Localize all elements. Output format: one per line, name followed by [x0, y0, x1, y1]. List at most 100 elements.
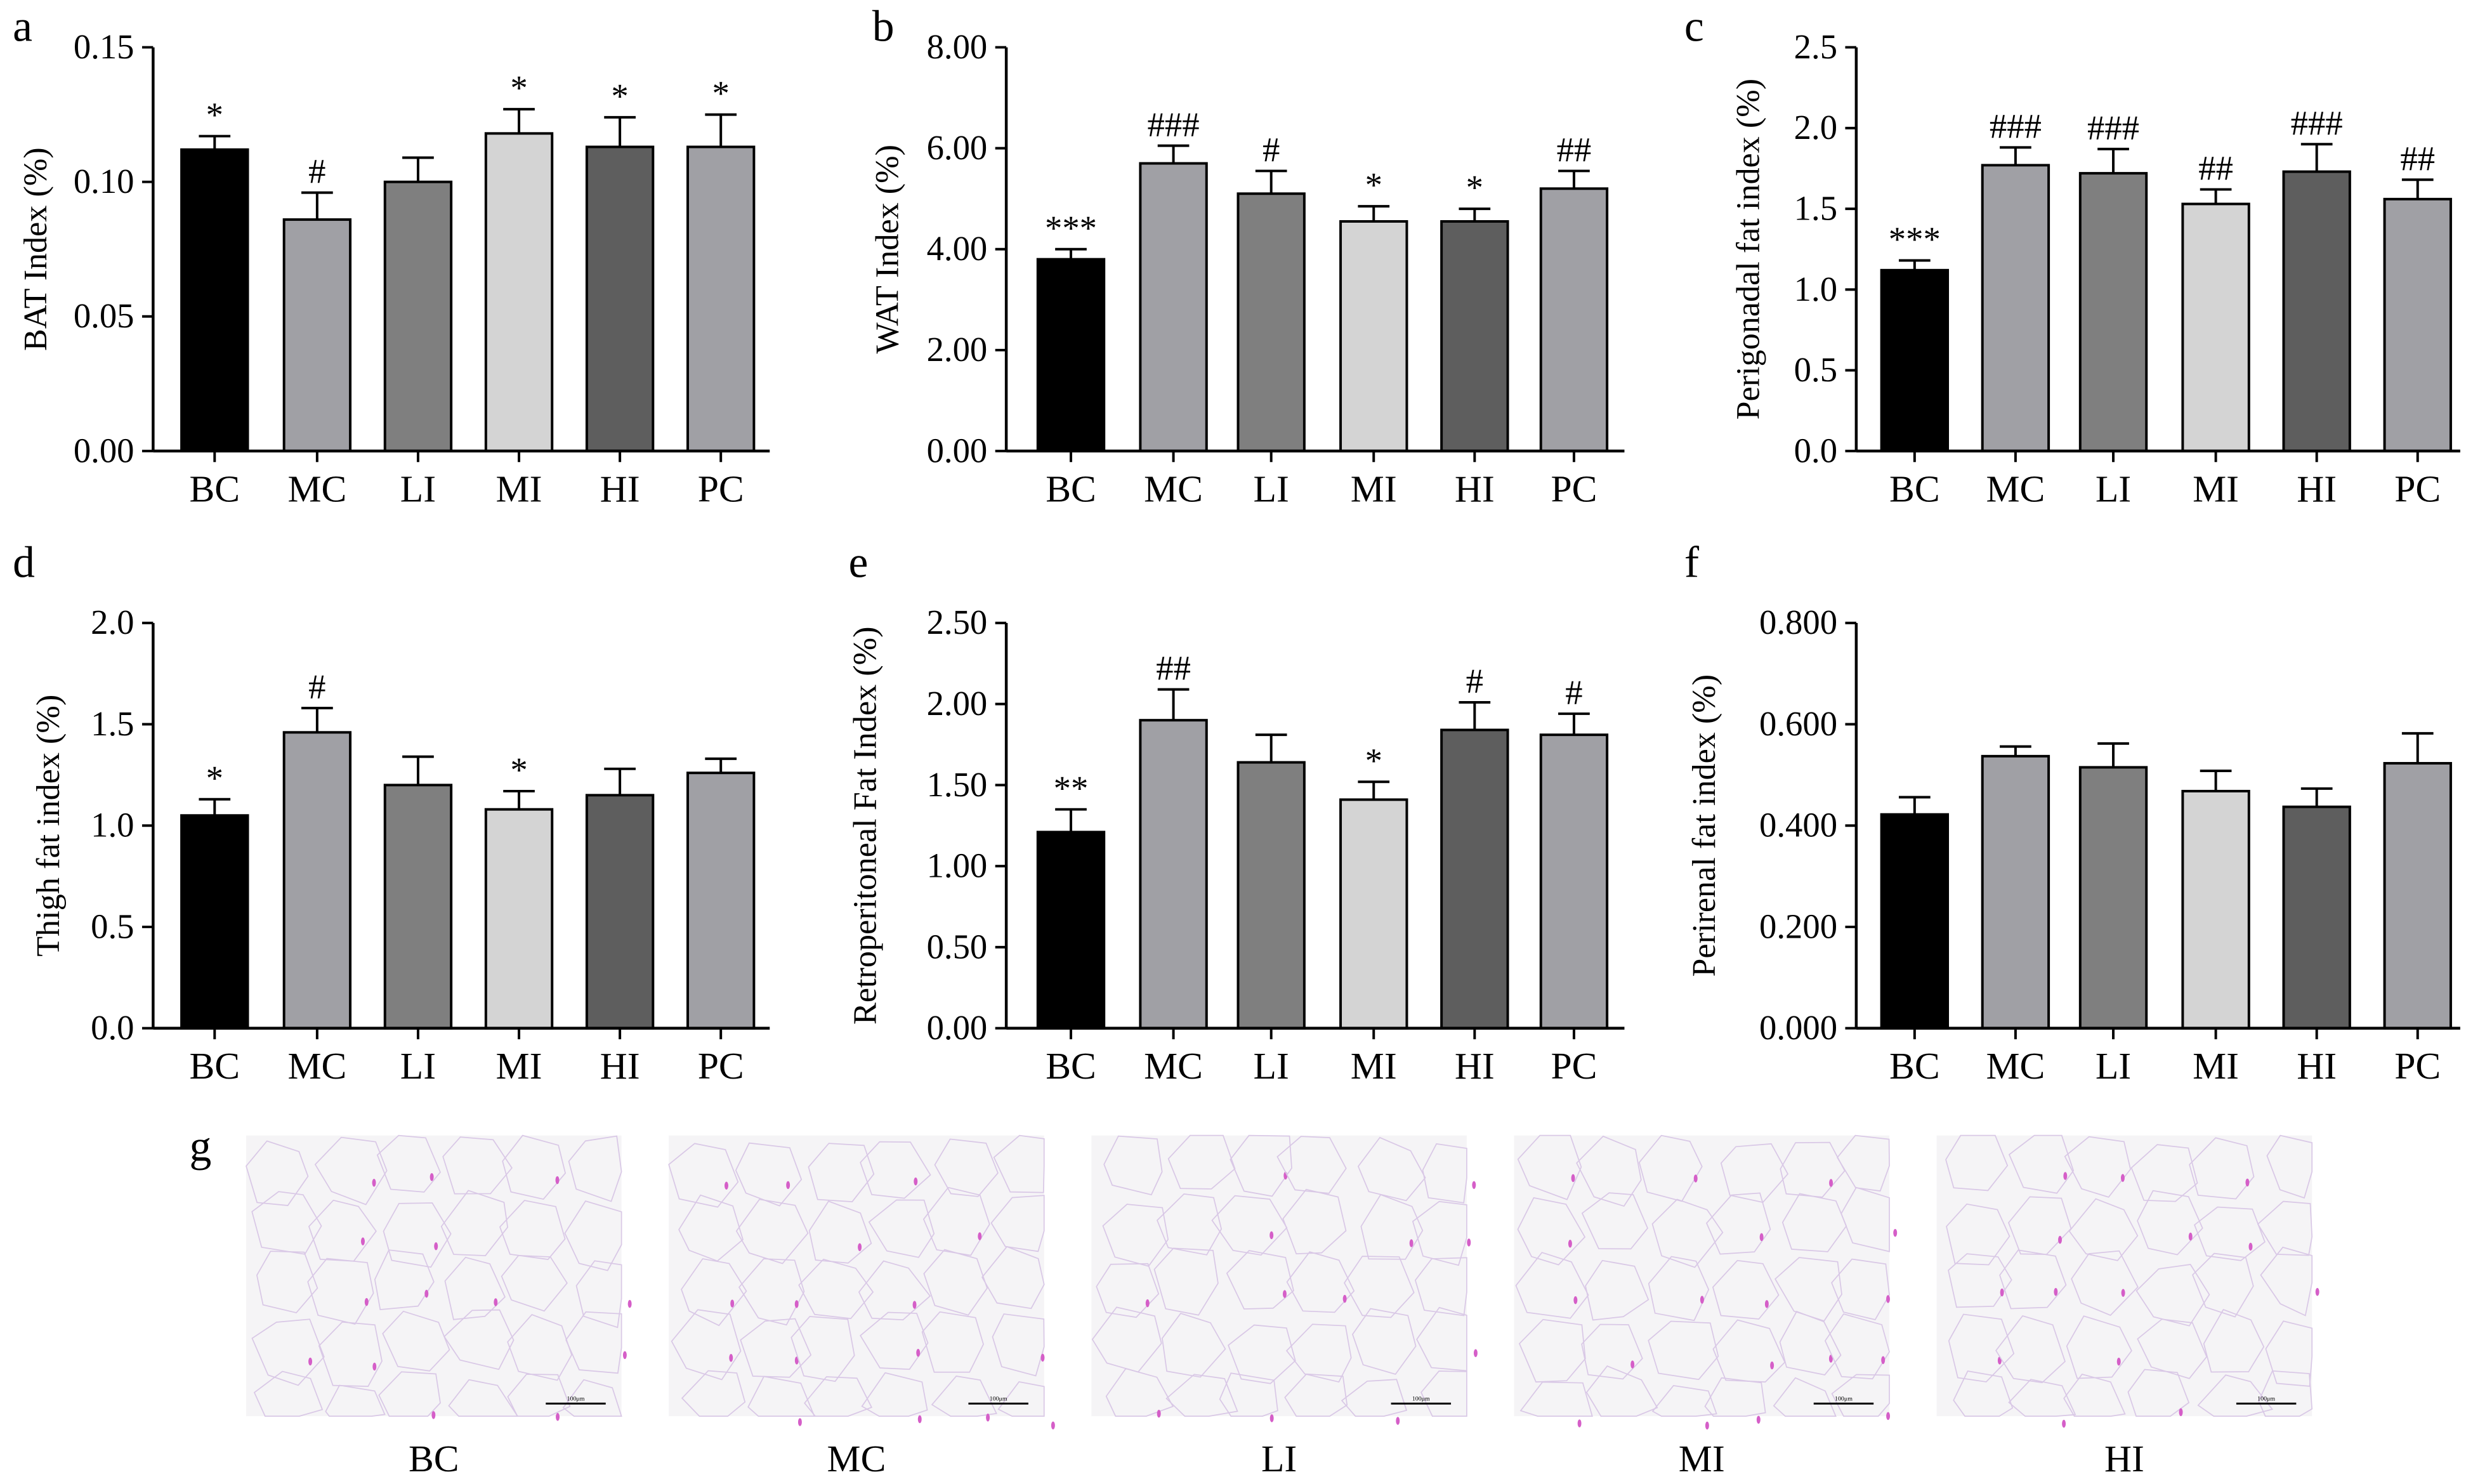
- bar-MI: [1339, 220, 1408, 452]
- adipocyte-outline: [681, 1258, 747, 1327]
- adipocyte-outline: [1343, 1256, 1415, 1318]
- adipocyte-outline: [1515, 1252, 1589, 1319]
- y-tick-label: 0.00: [927, 431, 988, 469]
- adipocyte-outline: [1948, 1253, 2012, 1308]
- adipocyte-outline: [1651, 1384, 1717, 1417]
- panel-label: g: [190, 1122, 212, 1171]
- x-tick-label: HI: [2297, 1045, 2337, 1087]
- adipocyte-outline: [1420, 1370, 1467, 1417]
- bar-HI: [1440, 220, 1509, 452]
- micrograph-image: [669, 1135, 1044, 1417]
- scale-bar-label: 100μm: [2257, 1395, 2275, 1402]
- nucleus: [430, 1172, 434, 1181]
- x-tick-label: MI: [2193, 1045, 2239, 1087]
- nucleus: [1705, 1421, 1709, 1430]
- nucleus: [1571, 1174, 1575, 1183]
- nucleus: [1573, 1296, 1578, 1304]
- adipocyte-outline: [1517, 1134, 1582, 1200]
- adipocyte-outline: [804, 1376, 873, 1417]
- y-tick-label: 8.00: [927, 27, 988, 66]
- adipocyte-outline: [382, 1310, 450, 1372]
- x-tick-label: PC: [1551, 468, 1597, 509]
- nucleus: [912, 1301, 917, 1309]
- adipocyte-outline: [2064, 1136, 2132, 1198]
- significance-label: ##: [2198, 149, 2233, 188]
- adipocyte-outline: [1948, 1313, 2015, 1382]
- bar-LI: [1236, 192, 1306, 452]
- chart-c: c Perigonadal fat index (%) *** BC ### MC ### L…: [1684, 3, 2460, 509]
- micrograph-caption: LI: [1261, 1438, 1297, 1480]
- x-tick-label: LI: [1254, 468, 1289, 509]
- adipocyte-outline: [2066, 1315, 2132, 1379]
- adipocyte-outline: [1230, 1134, 1292, 1197]
- adipocyte-outline: [1517, 1197, 1586, 1266]
- bar-MC: [1981, 164, 2050, 452]
- adipocyte-outline: [2063, 1374, 2126, 1417]
- adipocyte-outline: [735, 1142, 803, 1207]
- nucleus: [1282, 1290, 1287, 1298]
- x-tick-label: LI: [400, 1045, 436, 1087]
- panel-label: f: [1684, 539, 1700, 588]
- adipocyte-outline: [502, 1134, 567, 1200]
- nucleus: [372, 1178, 376, 1187]
- adipocyte-outline: [246, 1140, 309, 1206]
- y-tick-label: 0.600: [1759, 704, 1837, 743]
- nucleus: [2315, 1288, 2319, 1296]
- charts: a BAT Index (%) * BC # MC LI * MI * HI * PC 0.00 0.05 0…: [13, 3, 2460, 1087]
- y-tick-label: 2.00: [927, 684, 988, 723]
- adipocyte-outline: [562, 1379, 622, 1417]
- bar-PC: [2383, 762, 2452, 1030]
- adipocyte-outline: [2130, 1144, 2198, 1202]
- significance-label: *: [712, 74, 730, 113]
- adipocyte-outline: [1412, 1200, 1467, 1266]
- nucleus: [858, 1243, 862, 1251]
- nucleus: [730, 1299, 735, 1308]
- adipocyte-outline: [1219, 1372, 1278, 1417]
- adipocyte-outline: [922, 1186, 990, 1256]
- nucleus: [1700, 1296, 1704, 1304]
- adipocyte-outline: [2260, 1246, 2313, 1317]
- x-tick-label: HI: [2297, 468, 2337, 509]
- nucleus: [786, 1181, 790, 1190]
- adipocyte-outline: [374, 1249, 435, 1311]
- x-tick-label: MC: [287, 468, 346, 509]
- adipocyte-outline: [1581, 1323, 1643, 1380]
- nucleus: [794, 1300, 799, 1308]
- y-tick-label: 0.10: [74, 162, 134, 200]
- bar-MI: [484, 808, 554, 1030]
- adipocyte-outline: [564, 1200, 622, 1271]
- nucleus: [1886, 1412, 1891, 1421]
- nucleus: [431, 1411, 436, 1419]
- adipocyte-outline: [1704, 1377, 1766, 1417]
- bar-PC: [686, 772, 756, 1030]
- nucleus: [2054, 1288, 2058, 1296]
- adipocyte-outline: [2193, 1206, 2266, 1261]
- adipocyte-outline: [808, 1143, 875, 1202]
- panel-label: c: [1684, 3, 1704, 51]
- adipocyte-outline: [1162, 1313, 1226, 1378]
- nucleus: [2179, 1408, 2183, 1417]
- adipocyte-outline: [1285, 1323, 1352, 1383]
- adipocyte-outline: [1779, 1310, 1842, 1376]
- nucleus: [494, 1298, 498, 1306]
- adipocyte-outline: [740, 1318, 812, 1378]
- adipocyte-outline: [1581, 1192, 1649, 1250]
- adipocyte-outline: [1780, 1141, 1846, 1198]
- adipocyte-outline: [1773, 1377, 1837, 1417]
- nucleus: [1473, 1349, 1478, 1357]
- adipocyte-outline: [507, 1374, 571, 1417]
- significance-label: ###: [2291, 103, 2343, 142]
- adipocyte-outline: [2192, 1252, 2254, 1318]
- adipocyte-outline: [1351, 1308, 1417, 1376]
- y-tick-label: 1.0: [91, 806, 134, 844]
- nucleus: [2245, 1178, 2250, 1187]
- y-tick-label: 0.00: [927, 1008, 988, 1047]
- significance-label: ***: [1889, 220, 1941, 259]
- nucleus: [424, 1289, 429, 1298]
- nucleus: [1051, 1421, 1055, 1429]
- chart-d: d Thigh fat index (%) * BC # MC LI * MI HI PC 0.0 0.…: [13, 539, 770, 1087]
- adipocyte-outline: [860, 1141, 931, 1199]
- adipocyte-outline: [861, 1372, 928, 1417]
- y-tick-label: 2.50: [927, 603, 988, 641]
- adipocyte-outline: [2127, 1369, 2190, 1417]
